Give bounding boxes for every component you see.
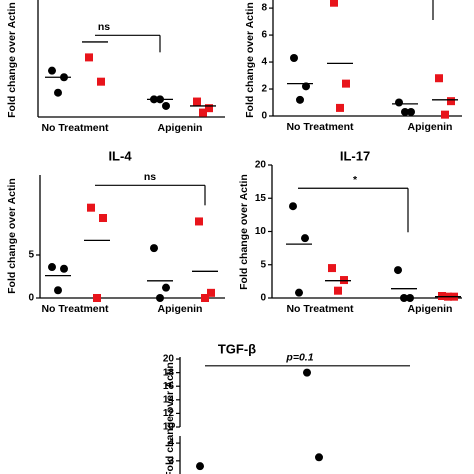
data-point [328, 264, 336, 273]
x-tick-label: No Treatment [41, 303, 109, 315]
y-axis-label: Fold change over Actin [244, 2, 256, 118]
significance-label: * [353, 174, 358, 186]
y-tick-label: 5 [260, 259, 266, 270]
y-axis-label: Fold change over Actin [6, 178, 18, 294]
data-point [400, 294, 408, 302]
data-point [199, 108, 207, 117]
data-point [406, 294, 414, 302]
data-point [93, 294, 101, 302]
data-point [395, 98, 403, 107]
data-point [99, 214, 107, 223]
data-point [340, 276, 348, 285]
x-tick-label: No Treatment [286, 303, 354, 315]
data-point [54, 286, 62, 295]
y-tick-label: 18 [163, 367, 175, 378]
x-tick-label: Apigenin [408, 303, 453, 315]
y-tick-label: 20 [163, 354, 175, 365]
data-point [401, 107, 409, 116]
y-tick-label: 0 [261, 111, 267, 122]
data-point [207, 288, 215, 297]
data-point [162, 101, 170, 110]
x-tick-label: Apigenin [408, 121, 453, 133]
data-point [330, 0, 338, 7]
y-tick-label: 4 [261, 57, 267, 68]
y-tick-label: 12 [163, 408, 175, 419]
significance-label: p=0.1 [285, 352, 313, 364]
data-point [342, 79, 350, 88]
y-tick-label: 6 [261, 30, 267, 41]
data-point [195, 217, 203, 226]
data-point [334, 286, 342, 295]
data-point [303, 368, 311, 377]
data-point [205, 104, 213, 113]
y-tick-label: 4 [168, 438, 174, 449]
y-tick-label: 14 [163, 394, 175, 405]
data-point [289, 202, 297, 211]
x-tick-label: No Treatment [41, 122, 109, 134]
data-point [315, 453, 323, 462]
data-point [336, 103, 344, 112]
data-point [85, 53, 93, 62]
data-point [193, 97, 201, 106]
x-tick-label: No Treatment [286, 121, 354, 133]
y-tick-label: 20 [255, 160, 267, 171]
y-axis-label: Fold change over Actin [164, 362, 176, 474]
y-tick-label: 15 [255, 193, 267, 204]
y-axis-label: Fold change over Actin [6, 2, 18, 118]
data-point [150, 244, 158, 253]
data-point [48, 66, 56, 75]
data-point [60, 264, 68, 273]
x-tick-label: Apigenin [158, 122, 203, 134]
panel-title: TGF-β [218, 341, 256, 356]
y-axis-label: Fold change over Actin [238, 174, 250, 290]
y-tick-label: 2 [261, 84, 267, 95]
y-tick-label: 0 [260, 293, 266, 304]
panel-title: IL-4 [108, 148, 132, 163]
data-point [407, 107, 415, 116]
data-point [162, 283, 170, 292]
data-point [394, 266, 402, 275]
x-tick-label: Apigenin [158, 303, 203, 315]
y-tick-label: 16 [163, 381, 175, 392]
data-point [296, 95, 304, 104]
data-point [290, 54, 298, 62]
data-point [302, 82, 310, 91]
data-point [435, 74, 443, 83]
data-point [196, 462, 204, 471]
significance-label: ns [98, 21, 110, 33]
data-point [301, 234, 309, 243]
significance-label: ns [144, 171, 156, 183]
data-point [295, 288, 303, 297]
data-point [441, 110, 449, 119]
data-point [447, 97, 455, 106]
data-point [54, 88, 62, 97]
y-tick-label: 10 [163, 422, 175, 433]
y-tick-label: 3 [168, 455, 174, 466]
y-tick-label: 0 [28, 293, 34, 304]
panel-title: IL-17 [340, 148, 370, 163]
data-point [201, 294, 209, 302]
y-tick-label: 8 [261, 3, 267, 14]
data-point [97, 77, 105, 86]
data-point [48, 263, 56, 272]
y-tick-label: 10 [255, 226, 267, 237]
data-point [87, 203, 95, 212]
y-tick-label: 5 [28, 250, 34, 261]
data-point [438, 292, 446, 301]
data-point [156, 294, 164, 302]
